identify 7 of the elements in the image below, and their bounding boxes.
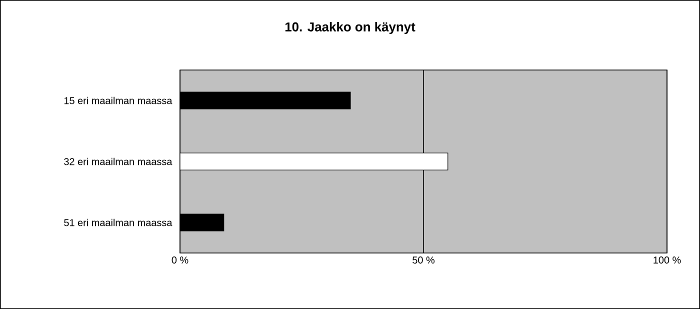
y-tick-label: 15 eri maailman maassa bbox=[64, 96, 172, 104]
x-tick-label: 0 % bbox=[172, 256, 188, 264]
x-tick-label: 50 % bbox=[412, 256, 435, 264]
y-tick-label: 51 eri maailman maassa bbox=[64, 218, 172, 226]
chart-title: 10. Jaakko on käynyt bbox=[285, 22, 416, 34]
x-tick-label: 100 % bbox=[654, 256, 681, 264]
y-tick-label: 32 eri maailman maassa bbox=[64, 158, 172, 166]
